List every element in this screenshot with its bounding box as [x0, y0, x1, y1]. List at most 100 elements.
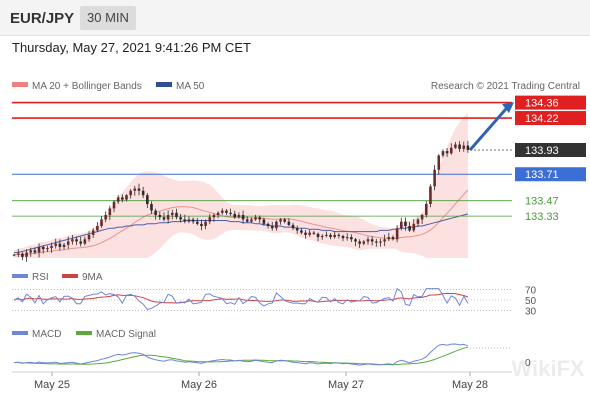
candle-body: [316, 233, 320, 238]
macd-legend: MACD MACD Signal: [12, 329, 156, 340]
rsi-legend-swatch: [12, 274, 28, 278]
candle-body: [295, 228, 299, 231]
symbol-label: EUR/JPY: [10, 10, 75, 27]
candle-body: [83, 239, 87, 244]
candle-body: [449, 147, 453, 154]
x-axis: May 25 May 26 May 27 May 28: [12, 371, 512, 391]
candle-body: [466, 145, 470, 150]
candle-body: [420, 215, 424, 220]
candle-body: [212, 215, 216, 218]
candle-body: [258, 217, 262, 220]
rsi-tick-label: 30: [525, 306, 537, 317]
candle-body: [104, 215, 107, 220]
ma50-legend-label: MA 50: [176, 81, 205, 92]
candle-body: [333, 234, 336, 238]
candle-body: [395, 228, 399, 240]
candle-body: [216, 212, 220, 216]
candle-body: [366, 239, 370, 242]
ma50-line: [14, 213, 469, 253]
candle-body: [187, 219, 191, 222]
candle-body: [270, 226, 274, 229]
level-labels: 134.36 134.22 133.93 133.71 133.47 133.33: [515, 95, 586, 223]
candle-body: [225, 210, 228, 213]
macd-legend-swatch: [12, 331, 28, 335]
x-tick-label: May 25: [34, 379, 70, 391]
candle-body: [312, 232, 316, 234]
candle-body: [79, 241, 82, 244]
candle-body: [158, 215, 162, 218]
candle-body: [391, 237, 395, 240]
candle-body: [341, 235, 345, 239]
candle-body: [262, 219, 266, 224]
macd-zero-label: 0: [525, 358, 531, 369]
main-legend: MA 20 + Bollinger Bands MA 50 Research ©…: [12, 81, 580, 92]
support-label-2: 133.33: [525, 211, 559, 223]
rsi-tick-label: 50: [525, 296, 537, 307]
candle-body: [46, 248, 49, 250]
support-label-1: 133.47: [525, 196, 559, 208]
candle-body: [146, 195, 149, 204]
candle-body: [66, 241, 70, 245]
candle-body: [129, 190, 132, 196]
target-arrow-head: [502, 102, 514, 114]
last-price-label-bg: [515, 143, 586, 157]
candle-body: [50, 245, 53, 249]
candle-body: [133, 188, 137, 191]
candle-body: [125, 195, 128, 200]
macd-signal-legend-swatch: [76, 331, 92, 335]
candle-body: [241, 215, 245, 220]
candle-body: [54, 243, 58, 246]
candle-body: [62, 244, 66, 247]
ma50-legend-swatch: [156, 82, 172, 87]
candle-body: [304, 232, 307, 235]
candle-body: [204, 221, 207, 227]
candle-body: [412, 223, 416, 231]
candle-body: [337, 234, 341, 236]
candle-body: [191, 219, 195, 222]
candle-body: [237, 215, 241, 218]
candle-body: [362, 241, 366, 244]
candle-body: [437, 155, 441, 170]
x-tick-label: May 28: [452, 379, 488, 391]
candle-body: [96, 226, 99, 231]
candle-body: [41, 246, 45, 250]
candle-body: [233, 213, 237, 218]
resistance-label-1: 134.36: [525, 98, 559, 110]
target-arrow-shaft: [468, 105, 510, 151]
candle-body: [275, 221, 278, 229]
rsi-ma-line: [13, 292, 469, 304]
rsi-line: [13, 287, 469, 310]
x-tick-label: May 27: [328, 379, 364, 391]
candle-body: [112, 201, 116, 209]
candle-body: [458, 144, 461, 149]
candle-body: [183, 219, 187, 222]
candle-body: [21, 253, 24, 257]
candle-body: [87, 234, 91, 240]
candle-body: [287, 221, 291, 225]
price-pane: [12, 101, 514, 262]
candle-body: [345, 237, 349, 239]
candle-body: [200, 223, 203, 227]
candle-body: [383, 239, 386, 242]
rsi-legend: RSI 9MA: [12, 272, 103, 283]
bollinger-legend-swatch: [12, 82, 28, 87]
timeframe-button[interactable]: 30 MIN: [80, 6, 136, 30]
candle-body: [283, 219, 287, 222]
candle-body: [329, 234, 332, 238]
candle-body: [308, 232, 311, 235]
candle-body: [279, 219, 282, 222]
candle-body: [179, 217, 182, 220]
candle-body: [325, 234, 328, 236]
chart-header: EUR/JPY 30 MIN: [0, 0, 590, 36]
macd-signal-legend-label: MACD Signal: [96, 329, 156, 340]
rsi-legend-label: RSI: [32, 272, 49, 283]
candle-body: [445, 151, 449, 154]
macd-line: [14, 343, 469, 366]
x-tick-label: May 26: [181, 379, 217, 391]
rsi-ma-legend-label: 9MA: [82, 272, 103, 283]
pivot-label-bg: [515, 167, 586, 182]
timestamp: Thursday, May 27, 2021 9:41:26 PM CET: [12, 40, 251, 55]
candle-body: [100, 219, 103, 227]
